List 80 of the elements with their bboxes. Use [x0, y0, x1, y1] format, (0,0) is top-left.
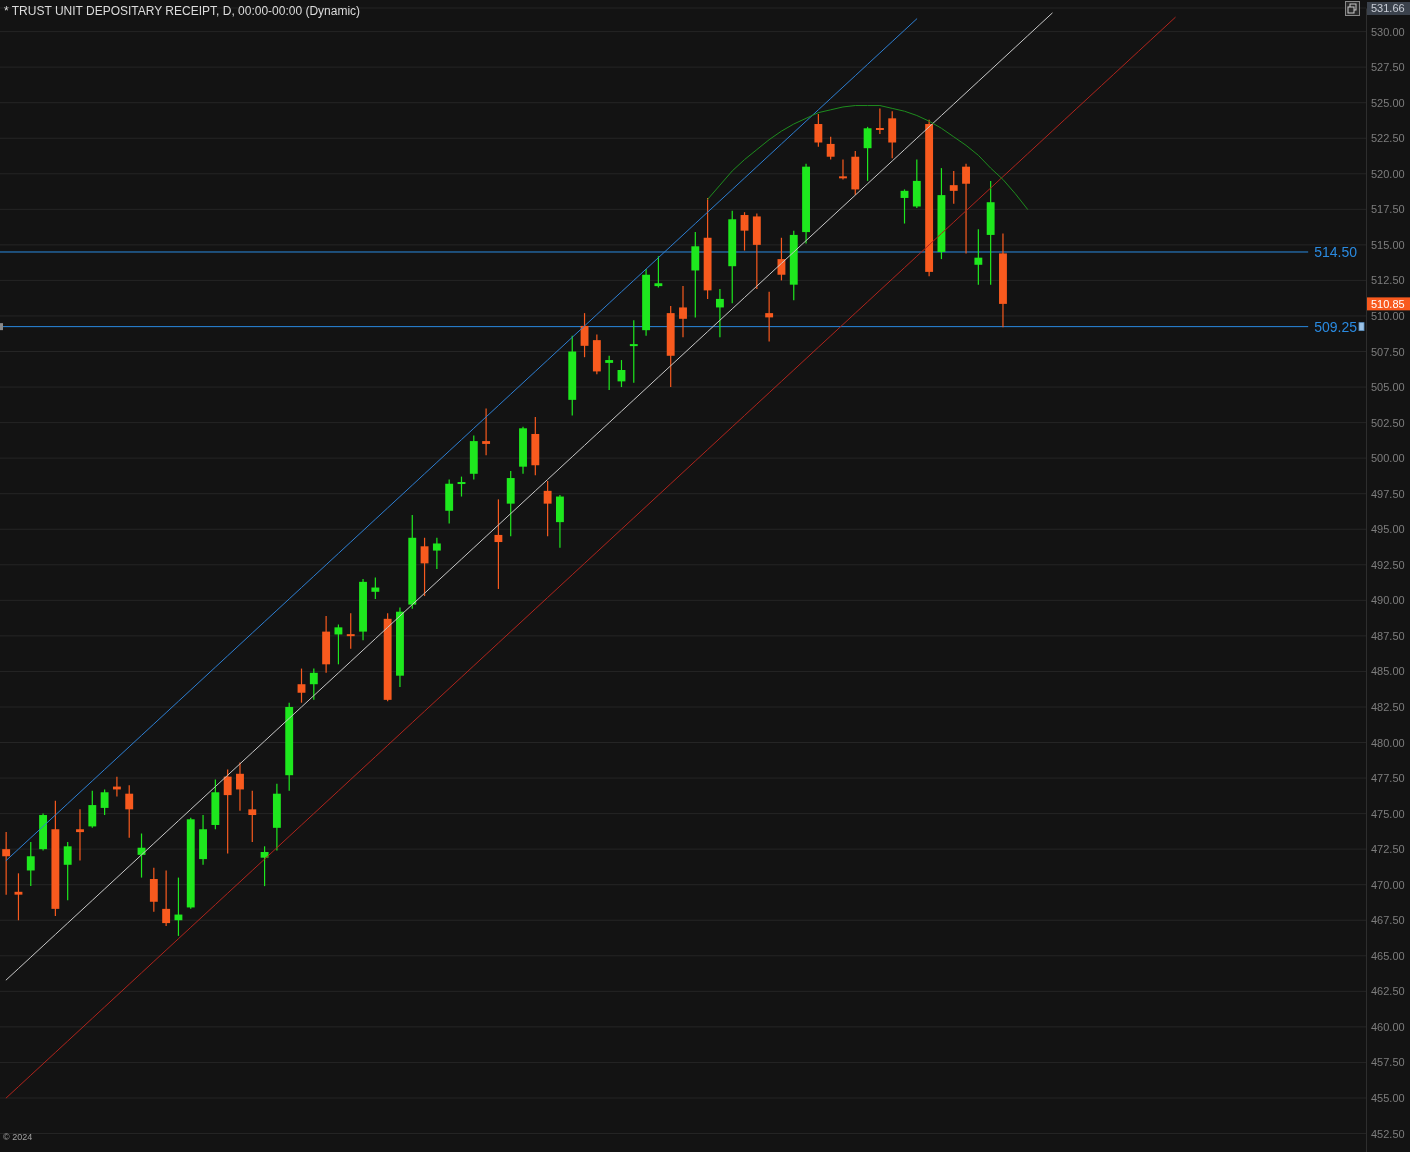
y-tick-label: 527.50: [1371, 61, 1405, 74]
y-tick-label: 530.00: [1371, 25, 1405, 38]
y-tick-label: 525.00: [1371, 96, 1405, 109]
candlestick: [494, 498, 503, 590]
candlestick: [814, 113, 823, 148]
candlestick: [223, 768, 232, 855]
y-tick-label: 465.00: [1371, 949, 1405, 962]
candlestick: [162, 869, 171, 927]
y-tick-label: 512.50: [1371, 274, 1405, 287]
candlestick: [100, 788, 109, 816]
candlestick: [962, 163, 970, 255]
candlestick: [297, 667, 306, 704]
candlestick: [740, 211, 749, 252]
y-tick-label: 505.00: [1371, 381, 1405, 394]
candlestick: [629, 319, 638, 384]
candlestick: [63, 841, 72, 901]
line-series: [5, 18, 918, 862]
candlestick: [863, 126, 872, 182]
y-tick-label: 472.50: [1371, 843, 1405, 856]
y-tick-label: 485.00: [1371, 665, 1405, 678]
candlestick: [949, 170, 958, 205]
y-tick-label: 462.50: [1371, 985, 1405, 998]
y-tick-label: 460.00: [1371, 1020, 1405, 1033]
y-tick-label: 470.00: [1371, 878, 1405, 891]
candlestick: [371, 576, 380, 600]
y-tick-label: 467.50: [1371, 914, 1405, 927]
candlestick: [248, 790, 257, 843]
candlestick: [88, 790, 97, 829]
y-tick-label: 517.50: [1371, 203, 1405, 216]
y-tick-label: 522.50: [1371, 132, 1405, 145]
line-series: [5, 16, 1176, 1099]
annotation: 510.85: [1371, 297, 1405, 310]
candlestick: [76, 808, 84, 862]
y-tick-label: 477.50: [1371, 772, 1405, 785]
chart-title: * TRUST UNIT DEPOSITARY RECEIPT, D, 00:00-00:00 (Dynamic): [4, 4, 361, 18]
y-tick-label: 520.00: [1371, 167, 1405, 180]
ref-line-label: 514.50: [1314, 243, 1358, 260]
candlestick: [543, 480, 552, 537]
y-tick-label: 507.50: [1371, 345, 1405, 358]
y-tick-label: 455.00: [1371, 1091, 1405, 1104]
candlestick: [14, 872, 23, 921]
candlestick: [260, 845, 269, 887]
candlestick: [125, 784, 134, 839]
candlestick: [875, 107, 884, 135]
y-tick-label: 480.00: [1371, 736, 1405, 749]
candlestick: [420, 537, 429, 597]
candlestick: [334, 623, 343, 665]
y-tick-label: 487.50: [1371, 629, 1405, 642]
y-tick-label: 492.50: [1371, 558, 1405, 571]
y-tick-label: 510.00: [1371, 309, 1405, 322]
candlestick: [432, 537, 441, 570]
candlestick: [2, 831, 11, 896]
y-tick-label: 497.50: [1371, 487, 1405, 500]
y-tick-label: 452.50: [1371, 1127, 1405, 1140]
candlestick: [482, 407, 491, 456]
y-tick-label: 495.00: [1371, 523, 1405, 536]
candlestick: [605, 355, 614, 391]
y-tick-label: 531.66: [1371, 2, 1405, 15]
y-tick-label: 475.00: [1371, 807, 1405, 820]
candlestick: [679, 285, 687, 338]
y-tick-label: 457.50: [1371, 1056, 1405, 1069]
y-tick-label: 482.50: [1371, 700, 1405, 713]
y-tick-label: 515.00: [1371, 238, 1405, 251]
y-tick-label: 502.50: [1371, 416, 1405, 429]
candlestick: [654, 255, 663, 289]
candlestick: [826, 136, 835, 161]
candlestick: [839, 158, 847, 181]
candlestick: [309, 667, 318, 701]
candlestick: [26, 841, 35, 887]
line-series: [707, 105, 1029, 210]
candlestick: [346, 612, 355, 650]
y-tick-label: 500.00: [1371, 452, 1405, 465]
candlestick: [149, 867, 158, 913]
candlestick: [236, 761, 244, 812]
annotation: © 2024: [3, 1132, 33, 1142]
ref-line-label: 509.25: [1314, 318, 1358, 335]
candlestick: [974, 228, 983, 286]
y-tick-label: 490.00: [1371, 594, 1405, 607]
candlestick: [715, 288, 724, 338]
candlestick: [765, 291, 774, 343]
